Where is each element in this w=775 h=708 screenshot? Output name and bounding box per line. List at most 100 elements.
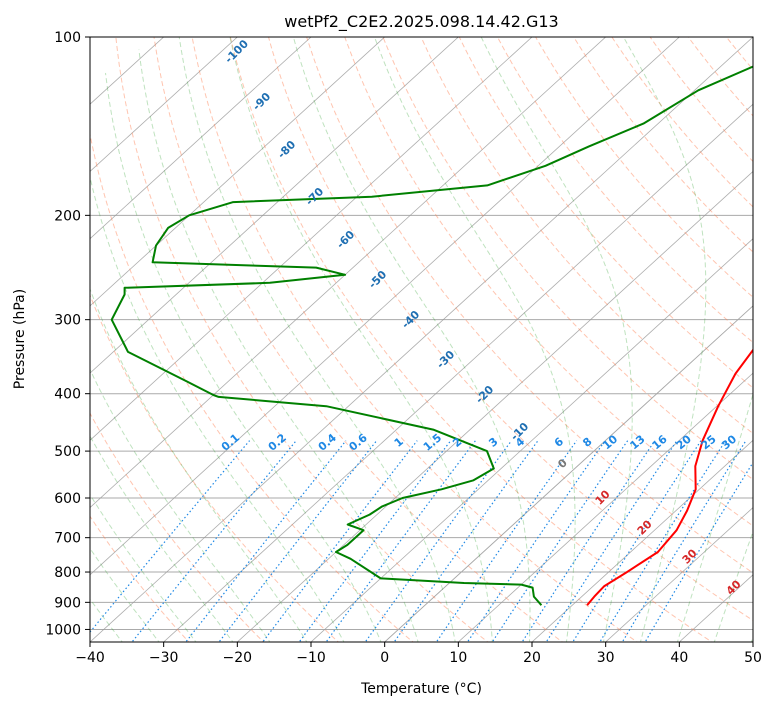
y-tick-label: 600 [54, 491, 81, 507]
dry-adiabat-line [90, 412, 265, 642]
dry-adiabat-line [90, 131, 414, 642]
isotherm-line [310, 238, 753, 642]
isotherm-line [236, 170, 753, 642]
mixing-ratio-line [491, 440, 629, 642]
x-tick-label: −30 [149, 650, 179, 666]
y-tick-label: 800 [54, 565, 81, 581]
isotherm-zero-line [384, 305, 753, 642]
moist-adiabat-line [90, 287, 308, 642]
axes: −40 −30 −20 −10 0 10 20 30 40 5010020030040050060… [45, 30, 762, 666]
dry-adiabat-label: -20 [473, 383, 496, 406]
moist-adiabat-line [90, 493, 197, 642]
isotherm-line [531, 439, 753, 642]
isotherm-line [457, 372, 753, 642]
dry-adiabat-label: -80 [275, 138, 298, 161]
dry-adiabat-label: -70 [303, 185, 326, 208]
dry-adiabat-label: 0 [555, 456, 570, 471]
isotherm-line [605, 507, 753, 642]
moist-adiabat-line [374, 37, 576, 642]
dry-adiabat-label: -40 [399, 308, 422, 331]
mixing-ratio-line [599, 440, 727, 642]
mixing-ratio-line [466, 440, 606, 642]
isotherm-line [90, 37, 312, 240]
mixing-ratio-label: 0.4 [316, 431, 340, 454]
isotherm-line [90, 37, 607, 509]
mixing-ratio-line [572, 440, 702, 642]
mixing-ratio-line [621, 440, 747, 642]
mixing-ratio-line [185, 440, 347, 642]
dry-adiabat-label: 20 [635, 517, 655, 537]
mixing-ratio-label: 10 [600, 432, 620, 452]
mixing-ratio-line [131, 440, 297, 642]
dry-adiabat-line [496, 37, 753, 344]
dry-adiabat-label: -50 [366, 268, 389, 291]
mixing-ratio-label: 0.1 [219, 431, 242, 453]
moist-adiabat-line [292, 37, 531, 642]
moist-adiabat-line [90, 175, 345, 642]
moist-adiabat-line [105, 72, 382, 642]
dry-adiabat-line [535, 37, 753, 298]
mixing-ratio-label: 8 [580, 435, 594, 450]
x-tick-label: 30 [597, 650, 615, 666]
x-tick-label: 0 [380, 650, 389, 666]
moist-adiabat-line [90, 368, 271, 642]
x-tick-label: −40 [75, 650, 105, 666]
mixing-ratio-label: 0.6 [346, 431, 370, 454]
mixing-ratio-line [298, 440, 452, 642]
x-tick-label: 40 [670, 650, 688, 666]
mixing-ratio-label: 13 [627, 433, 647, 453]
y-tick-label: 200 [54, 208, 81, 224]
dry-adiabat-line [306, 37, 753, 574]
isotherm-line [90, 37, 753, 642]
dry-adiabat-line [382, 37, 753, 481]
dry-adiabat-line [649, 37, 753, 163]
dry-adiabat-label: 40 [724, 577, 744, 597]
mixing-ratio-label: 3 [486, 435, 500, 450]
mixing-ratio-line [90, 440, 251, 633]
dry-adiabat-line [90, 515, 190, 642]
mixing-ratio-line [644, 461, 753, 642]
dry-adiabat-line [611, 37, 753, 208]
dry-adiabat-line [229, 37, 713, 642]
isotherm-line [90, 37, 238, 172]
mixing-ratio-label: 20 [674, 432, 694, 452]
x-tick-label: −20 [223, 650, 253, 666]
x-axis-label: Temperature (°C) [360, 681, 482, 697]
dry-adiabat-label: -60 [334, 228, 357, 251]
isotherm-line [90, 37, 680, 576]
x-tick-label: 10 [449, 650, 467, 666]
isotherm-line [163, 103, 753, 642]
moist-adiabat-line [90, 435, 234, 642]
moist-adiabat-line [229, 37, 493, 642]
mixing-ratio-line [545, 440, 678, 642]
isotherm-line [90, 37, 459, 374]
isotherm-line [90, 37, 386, 307]
y-axis-label: Pressure (hPa) [12, 289, 28, 389]
mixing-ratio-label: 6 [552, 435, 566, 450]
dry-adiabat-label: 10 [593, 487, 613, 507]
y-tick-label: 100 [54, 30, 81, 46]
profile-lines [110, 65, 753, 606]
dry-adiabat-line [458, 37, 753, 389]
chart-title: wetPf2_C2E2.2025.098.14.42.G13 [284, 12, 558, 32]
moist-adiabat-line [750, 635, 753, 642]
isotherm-line [90, 37, 533, 441]
moist-adiabat-line [713, 530, 753, 642]
y-tick-label: 500 [54, 444, 81, 460]
dewpoint-line [110, 65, 753, 606]
x-tick-label: 50 [744, 650, 762, 666]
dry-adiabat-line [754, 24, 775, 645]
dry-adiabat-label: -30 [434, 348, 457, 371]
mixing-ratio-label: 0.2 [266, 431, 289, 453]
background-lines [90, 24, 775, 645]
plot-frame [89, 36, 754, 643]
mixing-ratio-line [364, 440, 512, 642]
x-tick-label: 20 [523, 650, 541, 666]
dry-adiabat-line [573, 37, 753, 253]
mixing-ratio-line [521, 440, 656, 642]
moist-adiabat-line [623, 37, 707, 642]
dry-adiabat-line [268, 37, 753, 622]
dry-adiabat-label: -90 [250, 90, 273, 113]
dry-adiabat-line [90, 293, 340, 642]
